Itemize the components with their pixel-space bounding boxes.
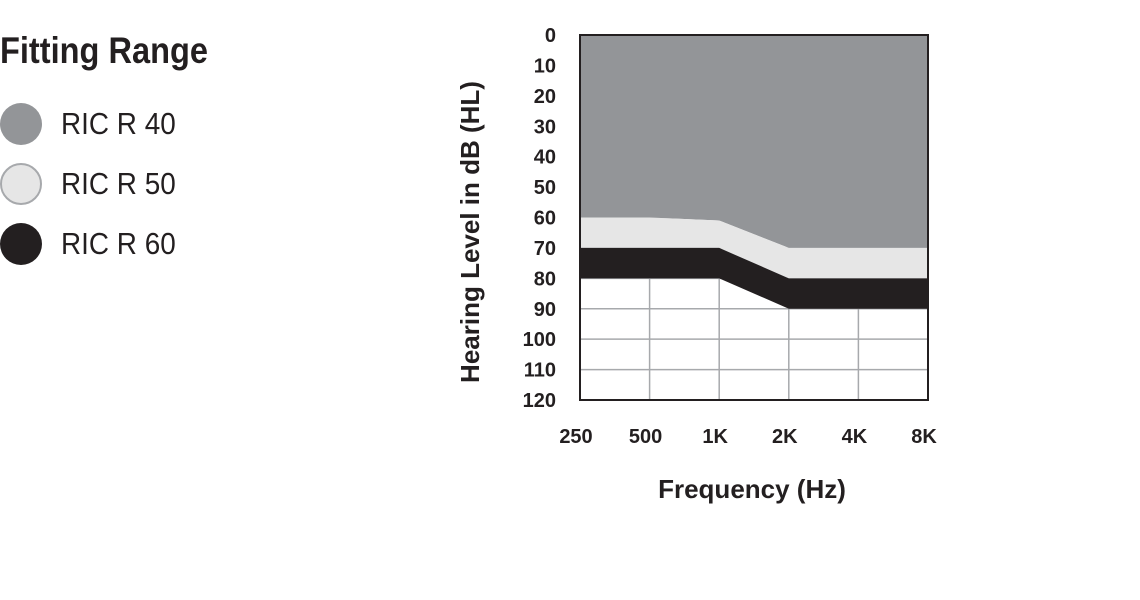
legend-label: RIC R 40 <box>61 106 176 141</box>
x-axis-title: Frequency (Hz) <box>658 474 846 504</box>
legend-swatch <box>0 103 42 145</box>
legend-swatch <box>0 223 42 265</box>
y-tick-label: 20 <box>534 86 556 108</box>
y-tick-label: 50 <box>534 177 556 199</box>
band-ric-r-60 <box>580 247 928 309</box>
band-ric-r-40 <box>580 35 928 248</box>
legend-swatch <box>0 163 42 205</box>
y-axis-title: Hearing Level in dB (HL) <box>455 81 485 383</box>
y-tick-label: 70 <box>534 238 556 260</box>
plot-frame <box>579 34 929 401</box>
y-tick-label: 10 <box>534 55 556 77</box>
x-tick-label: 8K <box>911 426 937 448</box>
legend-label: RIC R 60 <box>61 226 176 261</box>
y-tick-label: 40 <box>534 147 556 169</box>
y-tick-label: 120 <box>523 390 556 412</box>
y-tick-label: 110 <box>524 360 556 382</box>
x-tick-label: 2K <box>772 426 798 448</box>
legend-item-r50: RIC R 50 <box>0 162 188 206</box>
y-tick-label: 90 <box>534 299 556 321</box>
y-tick-label: 0 <box>545 25 556 47</box>
x-tick-label: 500 <box>629 426 662 448</box>
x-tick-label: 1K <box>702 426 728 448</box>
y-tick-label: 60 <box>534 208 556 230</box>
y-tick-label: 30 <box>534 116 556 138</box>
y-tick-label: 100 <box>523 329 556 351</box>
y-tick-label: 80 <box>534 268 556 290</box>
legend-item-r40: RIC R 40 <box>0 102 188 146</box>
band-ric-r-50 <box>580 217 928 279</box>
x-tick-label: 250 <box>559 426 592 448</box>
x-tick-label: 4K <box>842 426 868 448</box>
legend-title: Fitting Range <box>0 30 209 71</box>
legend-label: RIC R 50 <box>61 166 176 201</box>
legend-item-r60: RIC R 60 <box>0 222 188 266</box>
